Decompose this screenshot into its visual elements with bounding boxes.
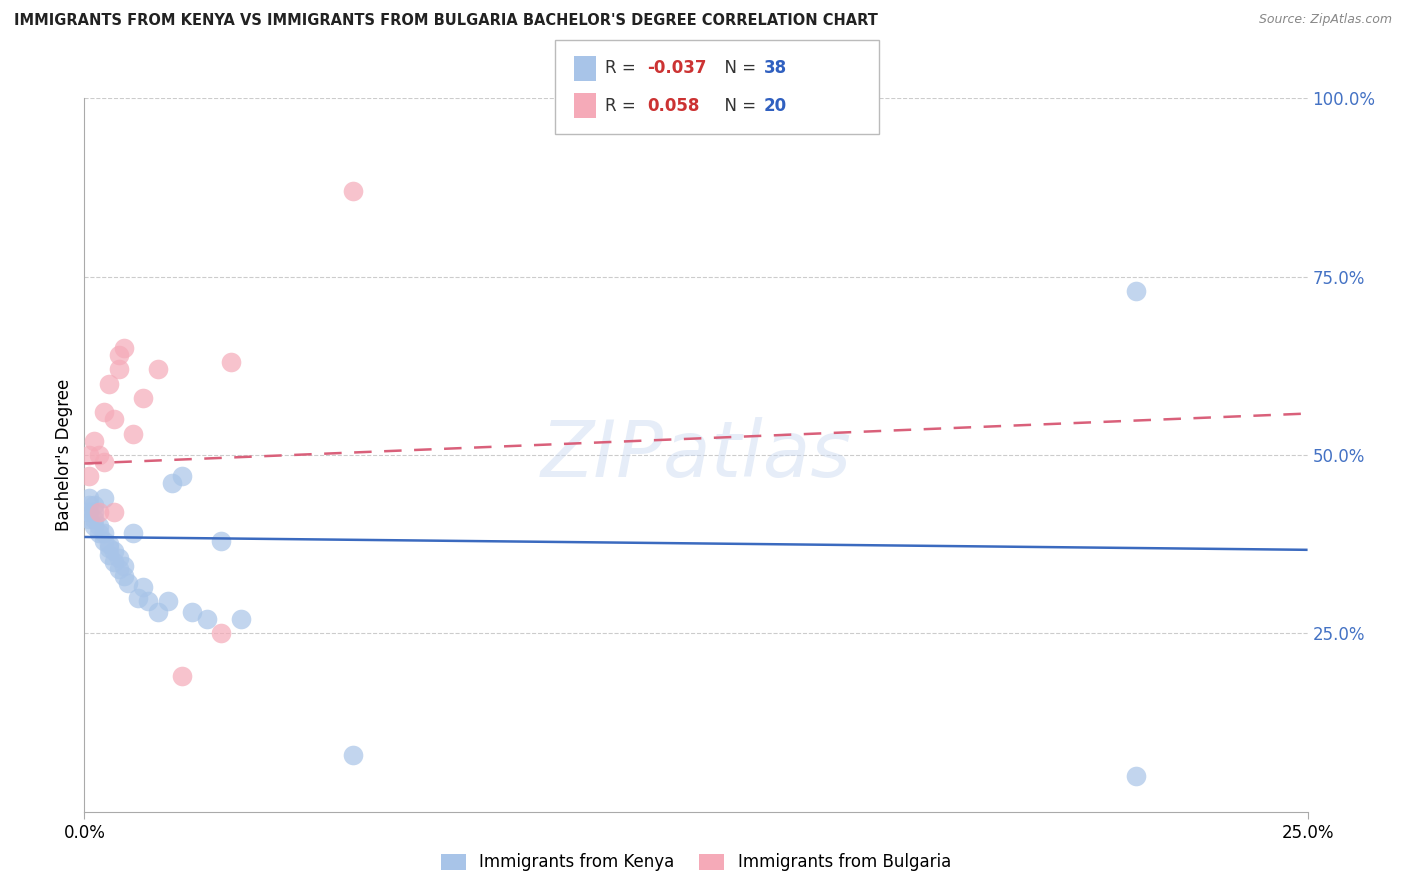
Point bbox=[103, 505, 125, 519]
Point bbox=[83, 505, 105, 519]
Text: R =: R = bbox=[605, 96, 645, 114]
Point bbox=[93, 455, 115, 469]
Text: IMMIGRANTS FROM KENYA VS IMMIGRANTS FROM BULGARIA BACHELOR'S DEGREE CORRELATION : IMMIGRANTS FROM KENYA VS IMMIGRANTS FROM… bbox=[14, 13, 877, 29]
Point bbox=[83, 434, 105, 448]
Point bbox=[146, 605, 169, 619]
Text: 0.058: 0.058 bbox=[647, 96, 699, 114]
Point bbox=[132, 580, 155, 594]
Point bbox=[77, 498, 100, 512]
Point bbox=[93, 533, 115, 548]
Point bbox=[112, 569, 135, 583]
Point bbox=[97, 541, 120, 555]
Point bbox=[181, 605, 204, 619]
Point bbox=[117, 576, 139, 591]
Point bbox=[103, 555, 125, 569]
Text: -0.037: -0.037 bbox=[647, 60, 706, 78]
Legend: Immigrants from Kenya, Immigrants from Bulgaria: Immigrants from Kenya, Immigrants from B… bbox=[441, 853, 950, 871]
Point bbox=[97, 548, 120, 562]
Point bbox=[107, 562, 129, 576]
Point bbox=[1125, 284, 1147, 298]
Text: Source: ZipAtlas.com: Source: ZipAtlas.com bbox=[1258, 13, 1392, 27]
Point bbox=[112, 558, 135, 573]
Point bbox=[122, 526, 145, 541]
Point bbox=[342, 747, 364, 762]
Point bbox=[132, 391, 155, 405]
Point bbox=[156, 594, 179, 608]
Point bbox=[229, 612, 252, 626]
Point bbox=[136, 594, 159, 608]
Point bbox=[162, 476, 184, 491]
Point bbox=[93, 526, 115, 541]
Point bbox=[195, 612, 218, 626]
Point bbox=[127, 591, 149, 605]
Text: 38: 38 bbox=[763, 60, 786, 78]
Point bbox=[77, 491, 100, 505]
Point bbox=[107, 362, 129, 376]
Point bbox=[219, 355, 242, 369]
Text: N =: N = bbox=[714, 96, 762, 114]
Point bbox=[209, 626, 232, 640]
Point bbox=[77, 512, 100, 526]
Point bbox=[103, 544, 125, 558]
Point bbox=[97, 537, 120, 551]
Text: R =: R = bbox=[605, 60, 641, 78]
Point bbox=[87, 526, 110, 541]
Point bbox=[87, 519, 110, 533]
Point bbox=[209, 533, 232, 548]
Point bbox=[93, 405, 115, 419]
Point bbox=[97, 376, 120, 391]
Point bbox=[112, 341, 135, 355]
Point bbox=[93, 491, 115, 505]
Point bbox=[87, 448, 110, 462]
Text: ZIPatlas: ZIPatlas bbox=[540, 417, 852, 493]
Point bbox=[77, 448, 100, 462]
Point bbox=[146, 362, 169, 376]
Point bbox=[77, 505, 100, 519]
Point bbox=[122, 426, 145, 441]
Point bbox=[87, 505, 110, 519]
Text: 20: 20 bbox=[763, 96, 786, 114]
Point bbox=[172, 469, 194, 483]
Point bbox=[77, 469, 100, 483]
Point bbox=[1125, 769, 1147, 783]
Text: N =: N = bbox=[714, 60, 762, 78]
Point bbox=[342, 184, 364, 198]
Point bbox=[172, 669, 194, 683]
Point bbox=[107, 551, 129, 566]
Y-axis label: Bachelor's Degree: Bachelor's Degree bbox=[55, 379, 73, 531]
Point bbox=[103, 412, 125, 426]
Point bbox=[83, 498, 105, 512]
Point bbox=[83, 519, 105, 533]
Point bbox=[83, 512, 105, 526]
Point bbox=[107, 348, 129, 362]
